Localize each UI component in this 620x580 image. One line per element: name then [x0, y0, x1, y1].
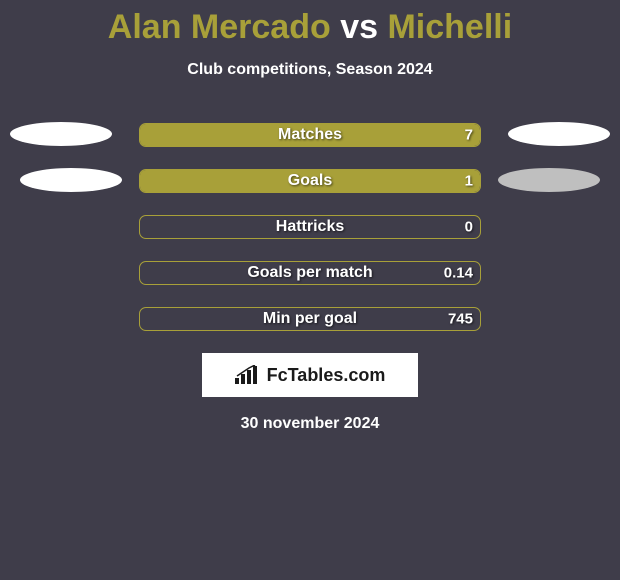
stat-value-right: 745 [448, 311, 473, 328]
stat-bar: Hattricks 0 [139, 215, 481, 239]
subtitle: Club competitions, Season 2024 [187, 61, 432, 79]
stat-bar: Goals per match 0.14 [139, 261, 481, 285]
stat-label: Hattricks [276, 218, 344, 236]
title-vs: vs [340, 8, 378, 46]
logo-chart-icon [235, 365, 261, 385]
logo-box: FcTables.com [202, 353, 418, 397]
stat-row: Goals per match 0.14 [0, 261, 620, 285]
stat-bar: Min per goal 745 [139, 307, 481, 331]
stat-label: Matches [278, 126, 342, 144]
stat-value-right: 7 [465, 127, 473, 144]
title-player1: Alan Mercado [108, 8, 331, 46]
page-title: Alan Mercado vs Michelli [0, 8, 620, 47]
stat-row: Min per goal 745 [0, 307, 620, 331]
root: Alan Mercado vs Michelli Club competitio… [0, 0, 620, 580]
stat-bar: Goals 1 [139, 169, 481, 193]
stat-label: Goals [288, 172, 332, 190]
stat-label: Goals per match [247, 264, 372, 282]
stat-row: Hattricks 0 [0, 215, 620, 239]
logo[interactable]: FcTables.com [235, 365, 386, 386]
stat-row: Matches 7 [0, 123, 620, 147]
stat-row: Goals 1 [0, 169, 620, 193]
date-text: 30 november 2024 [241, 415, 380, 433]
stat-value-right: 0 [465, 219, 473, 236]
stats-area: Matches 7 Goals 1 [0, 123, 620, 331]
logo-text: FcTables.com [267, 365, 386, 386]
title-player2: Michelli [387, 8, 512, 46]
stat-value-right: 1 [465, 173, 473, 190]
stat-label: Min per goal [263, 310, 357, 328]
stat-bar: Matches 7 [139, 123, 481, 147]
stat-value-right: 0.14 [444, 265, 473, 282]
